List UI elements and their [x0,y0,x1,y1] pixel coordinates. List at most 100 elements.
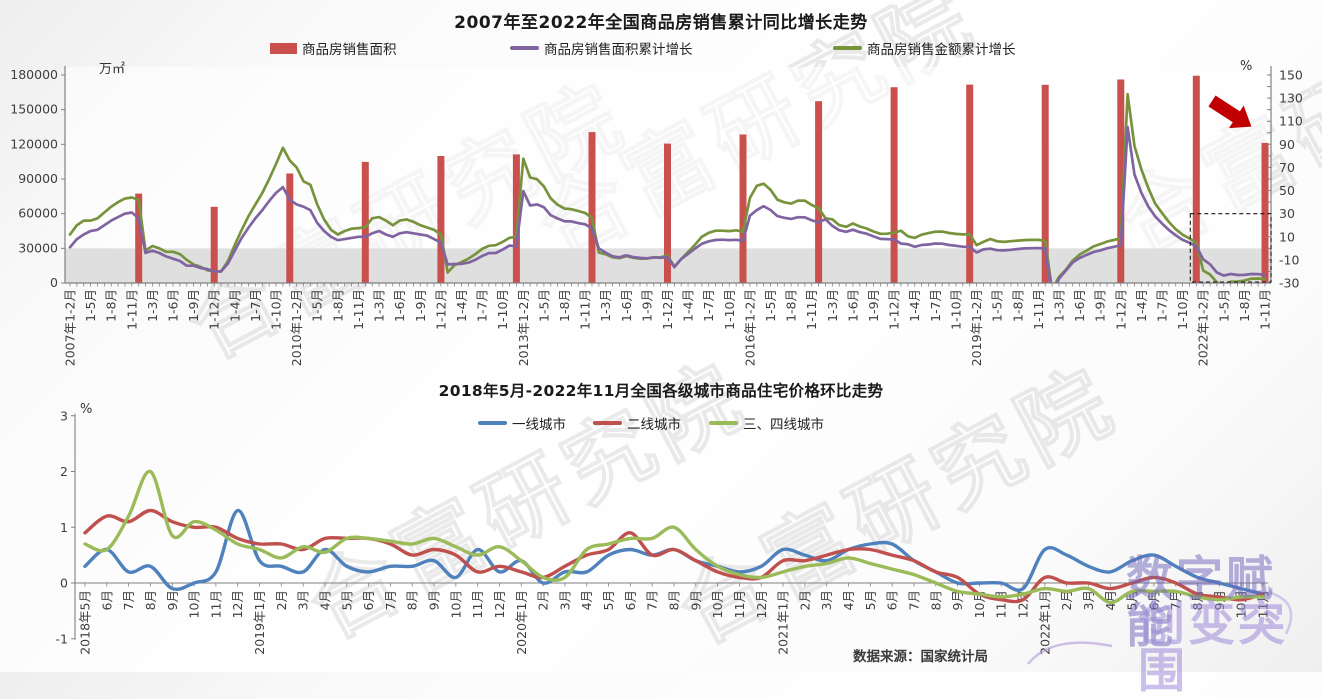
top-x-tick-label: 1-11月 [804,289,819,330]
top-x-tick-label: 1-11月 [124,289,139,330]
top-x-tick-label: 1-10月 [269,289,284,330]
top-left-axis-label: 60000 [18,206,58,221]
bottom-x-tick-label: 10月 [1234,590,1249,618]
top-x-tick-label: 1-4月 [907,289,922,322]
legend-item-tier1-cities: 一线城市 [478,415,566,433]
bottom-x-tick-label: 6月 [885,590,900,610]
top-x-tick-label: 2013年1-2月 [516,289,531,366]
top-x-tick-label: 1-8月 [1010,289,1025,322]
top-x-tick-label: 1-11月 [578,289,593,330]
bottom-x-tick-label: 3月 [1081,590,1096,610]
bottom-x-tick-label: 5月 [601,590,616,610]
tier3-4-cities-line [83,469,1265,605]
top-x-tick-label: 1-12月 [207,289,222,330]
top-x-tick-label: 1-4月 [454,289,469,322]
top-x-tick-label: 1-5月 [763,289,778,322]
top-x-tick-label: 1-9月 [1093,289,1108,322]
sales-area-bar [1041,84,1049,283]
tier2-cities-swatch-icon [593,421,622,425]
bottom-x-tick-label: 11月 [732,590,747,618]
tier1-cities-label: 一线城市 [512,417,566,433]
bottom-x-tick-label: 3月 [557,590,572,610]
top-x-tick-label: 1-3月 [825,289,840,322]
top-right-axis-unit: % [1240,59,1253,74]
top-x-tick-label: 1-10月 [495,289,510,330]
top-right-axis-label: 130 [1279,91,1303,106]
sales-area-bar [210,206,218,283]
bottom-x-tick-label: 6月 [99,590,114,610]
tier2-cities-line [83,508,1265,604]
bottom-x-tick-label: 9月 [427,590,442,610]
top-x-tick-label: 1-8月 [330,289,345,322]
data-source-note: 数据来源：国家统计局 [853,649,988,665]
top-x-tick-label: 1-11月 [351,289,366,330]
sales-area-growth-line [68,125,1267,284]
sales-area-bar [815,101,823,283]
bottom-x-tick-label: 9月 [688,590,703,610]
bottom-chart-title: 2018年5月-2022年11月全国各级城市商品住宅价格环比走势 [438,382,884,400]
top-x-tick-label: 1-3月 [372,289,387,322]
top-x-tick-label: 1-9月 [639,289,654,322]
top-x-tick-label: 2010年1-2月 [289,289,304,366]
sales-area-bar [890,87,898,283]
top-x-tick-label: 2019年1-2月 [969,289,984,366]
top-right-axis-label: 70 [1279,160,1295,175]
legend-item-sales-area-growth: 商品房销售面积累计增长 [510,40,693,58]
top-x-tick-label: 1-10月 [948,289,963,330]
bottom-x-tick-label: 8月 [667,590,682,610]
top-x-tick-label: 1-12月 [433,289,448,330]
top-x-tick-label: 1-11月 [1031,289,1046,330]
legend-item-tier2-cities: 二线城市 [593,415,681,433]
sales-area-growth-swatch-icon [510,46,539,50]
bottom-x-tick-label: 2月 [1059,590,1074,610]
bottom-x-tick-label: 7月 [1168,590,1183,610]
top-x-tick-label: 1-5月 [310,289,325,322]
bottom-x-tick-label: 4月 [318,590,333,610]
top-right-axis-label: 10 [1279,229,1295,244]
top-left-axis-label: 0 [50,275,58,290]
bottom-x-tick-label: 7月 [383,590,398,610]
bottom-y-axis-label: 3 [60,408,68,423]
sales-area-bar [588,132,596,283]
bottom-y-axis-label: 2 [60,464,68,479]
sales-area-bar [664,143,671,283]
bottom-x-tick-label: 8月 [405,590,420,610]
bottom-y-axis-label: 1 [60,520,68,535]
trend-arrow-icon [1208,95,1252,129]
top-right-axis-label: 50 [1279,183,1295,198]
legend-item-sales-amount-growth: 商品房销售金额累计增长 [833,40,1016,58]
sales-area-bar [966,84,974,283]
sales-amount-growth-swatch-icon [833,46,862,50]
bottom-x-tick-label: 2022年1月 [1037,590,1052,655]
top-x-tick-label: 1-8月 [784,289,799,322]
top-x-tick-label: 1-6月 [166,289,181,322]
bottom-x-tick-label: 11月 [994,590,1009,618]
swoosh-left [1027,641,1113,665]
sales-area-bar [135,193,143,283]
sales-area-bar [512,154,520,283]
sales-area-bar [1192,75,1200,283]
top-x-tick-label: 1-6月 [845,289,860,322]
bottom-x-tick-label: 12月 [492,590,507,618]
tier3-4-cities-swatch-icon [709,421,738,425]
top-x-tick-label: 1-10月 [1175,289,1190,330]
top-x-tick-label: 2022年1-2月 [1196,289,1211,366]
bottom-y-axis-label: -1 [56,631,68,646]
swoosh-right [1267,590,1293,635]
top-x-tick-label: 1-5月 [536,289,551,322]
top-x-tick-label: 2007年1-2月 [63,289,78,366]
bottom-x-tick-label: 12月 [230,590,245,618]
top-x-tick-label: 1-7月 [248,289,263,322]
top-chart-title: 2007年至2022年全国商品房销售累计同比增长走势 [454,13,868,33]
top-x-tick-label: 1-9月 [186,289,201,322]
sales-area-bar [739,134,747,283]
bottom-x-tick-label: 3月 [296,590,311,610]
bottom-x-tick-label: 7月 [907,590,922,610]
top-x-tick-label: 1-4月 [1134,289,1149,322]
top-left-axis-label: 150000 [10,102,58,117]
bottom-x-tick-label: 5月 [339,590,354,610]
top-x-tick-label: 1-8月 [1237,289,1252,322]
sales-area-bar [1117,79,1125,283]
bottom-x-tick-label: 2月 [797,590,812,610]
top-x-tick-label: 1-6月 [619,289,634,322]
